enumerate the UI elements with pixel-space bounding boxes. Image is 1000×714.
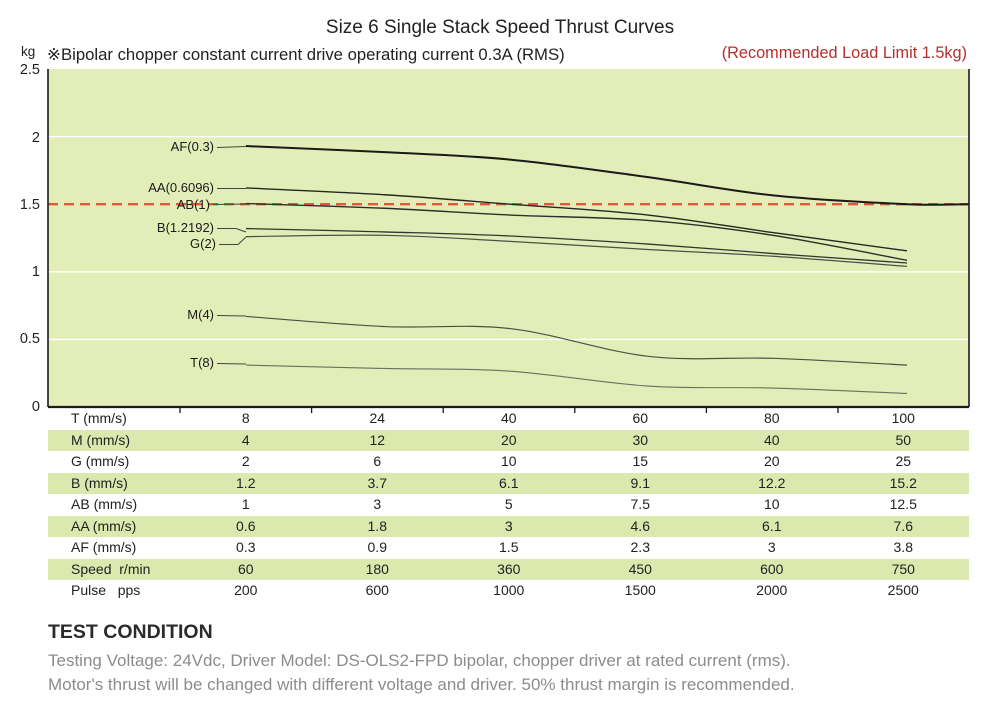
svg-text:AF(0.3): AF(0.3) [171,139,214,154]
svg-text:M(4): M(4) [187,307,214,322]
svg-text:AA(0.6096): AA(0.6096) [148,180,214,195]
svg-text:B(1.2192): B(1.2192) [157,220,214,235]
svg-text:T(8): T(8) [190,355,214,370]
svg-text:G(2): G(2) [190,236,216,251]
svg-text:AB(1): AB(1) [177,197,210,212]
